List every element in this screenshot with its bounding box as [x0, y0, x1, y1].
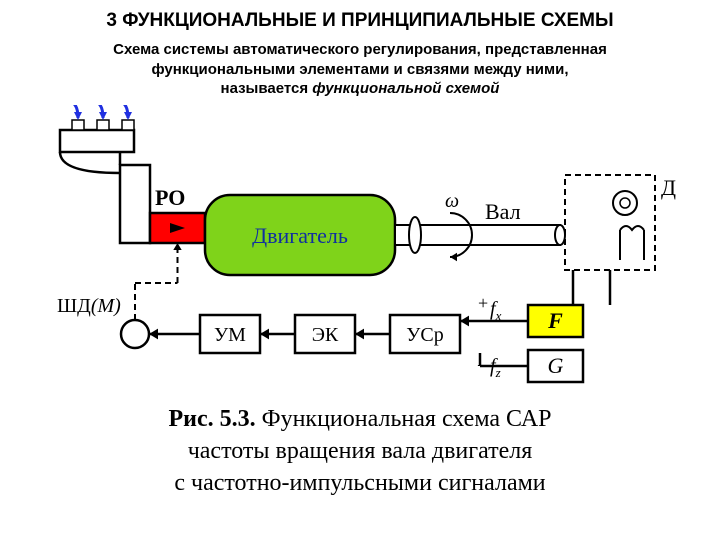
svg-text:Д: Д: [661, 175, 676, 200]
caption-line1: Функциональная схема САР: [256, 406, 552, 432]
svg-text:ЭК: ЭК: [312, 324, 339, 346]
caption-fig-label: Рис. 5.3.: [168, 406, 255, 432]
svg-text:ШД(M): ШД(M): [57, 295, 121, 317]
caption-line3: с частотно-импульсными сигналами: [174, 470, 545, 496]
subtitle-line3a: называется: [221, 80, 313, 97]
svg-text:Вал: Вал: [485, 199, 521, 224]
svg-text:F: F: [547, 308, 563, 333]
section-title: 3 ФУНКЦИОНАЛЬНЫЕ И ПРИНЦИПИАЛЬНЫЕ СХЕМЫ: [20, 10, 700, 32]
figure-caption: Рис. 5.3. Функциональная схема САР часто…: [20, 403, 700, 500]
subtitle-line3b: функциональной схемой: [312, 80, 499, 97]
svg-text:–: –: [477, 353, 489, 375]
svg-text:УМ: УМ: [214, 324, 246, 346]
caption-line2: частоты вращения вала двигателя: [188, 438, 533, 464]
svg-text:ω: ω: [445, 190, 459, 212]
svg-text:Двигатель: Двигатель: [252, 223, 348, 248]
svg-text:УСр: УСр: [406, 324, 444, 346]
functional-diagram: РО Двигатель ω Вал Д FG УСр ЭК УМ fx+ fz– ШД(M): [20, 105, 700, 395]
svg-text:fx: fx: [490, 298, 502, 323]
svg-text:fz: fz: [490, 355, 501, 380]
svg-text:+: +: [478, 293, 488, 313]
svg-text:G: G: [548, 353, 564, 378]
subtitle-line2: функциональными элементами и связями меж…: [151, 61, 568, 78]
svg-text:РО: РО: [155, 185, 185, 210]
subtitle-line1: Схема системы автоматического регулирова…: [113, 41, 607, 58]
section-subtitle: Схема системы автоматического регулирова…: [20, 40, 700, 99]
